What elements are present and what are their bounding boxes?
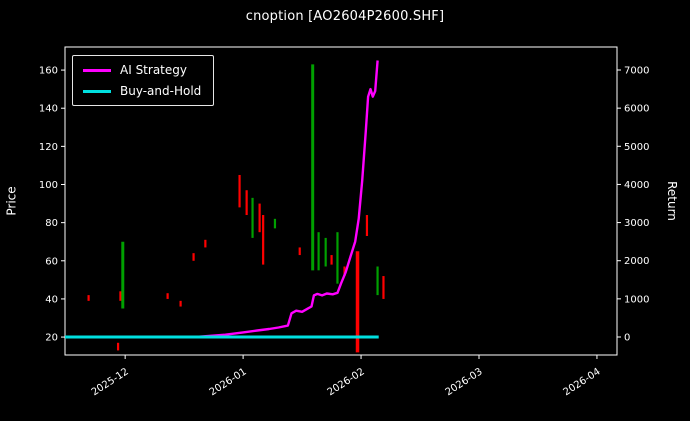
left-tick-label: 160 [39,66,58,77]
left-tick-label: 120 [39,142,58,153]
left-tick-label: 20 [45,333,58,344]
x-tick-label-group: 2026-04 [562,366,603,398]
legend-label: Buy-and-Hold [120,84,202,98]
x-tick-label: 2026-02 [326,366,367,398]
chart-title: cnoption [AO2604P2600.SHF] [245,9,445,24]
left-tick-label: 140 [39,104,58,115]
x-tick-label: 2026-04 [562,366,603,398]
right-tick-label: 2000 [624,256,649,267]
x-tick-label-group: 2026-01 [208,366,249,398]
left-tick-label: 100 [39,180,58,191]
left-tick-label: 60 [45,256,58,267]
ai-strategy-line-swatch [83,68,111,72]
right-tick-label: 5000 [624,142,649,153]
series-ai-strategy [65,60,379,339]
legend: AI Strategy Buy-and-Hold [72,55,215,106]
x-tick-label-group: 2025-12 [90,366,131,398]
legend-entry-buy-and-hold: Buy-and-Hold [83,85,201,97]
x-tick-label-group: 2026-02 [326,366,367,398]
x-tick-label: 2026-01 [208,366,249,398]
plot-border [64,46,618,356]
legend-label: AI Strategy [120,63,187,77]
right-tick-label: 6000 [624,104,649,115]
legend-entry-ai-strategy: AI Strategy [83,64,201,76]
right-tick-label: 3000 [624,218,649,229]
right-tick-label: 7000 [624,65,649,76]
x-tick-label-group: 2026-03 [444,366,485,398]
right-axis-title: Return [664,181,679,221]
buy-and-hold-line-swatch [83,89,111,93]
x-tick-label: 2026-03 [444,366,485,398]
left-axis-title: Price [4,186,19,216]
right-tick-label: 4000 [624,180,649,191]
right-tick-label: 0 [624,332,630,343]
x-tick-label: 2025-12 [90,366,131,398]
left-tick-label: 40 [45,294,58,305]
left-tick-label: 80 [45,218,58,229]
right-tick-label: 1000 [624,294,649,305]
